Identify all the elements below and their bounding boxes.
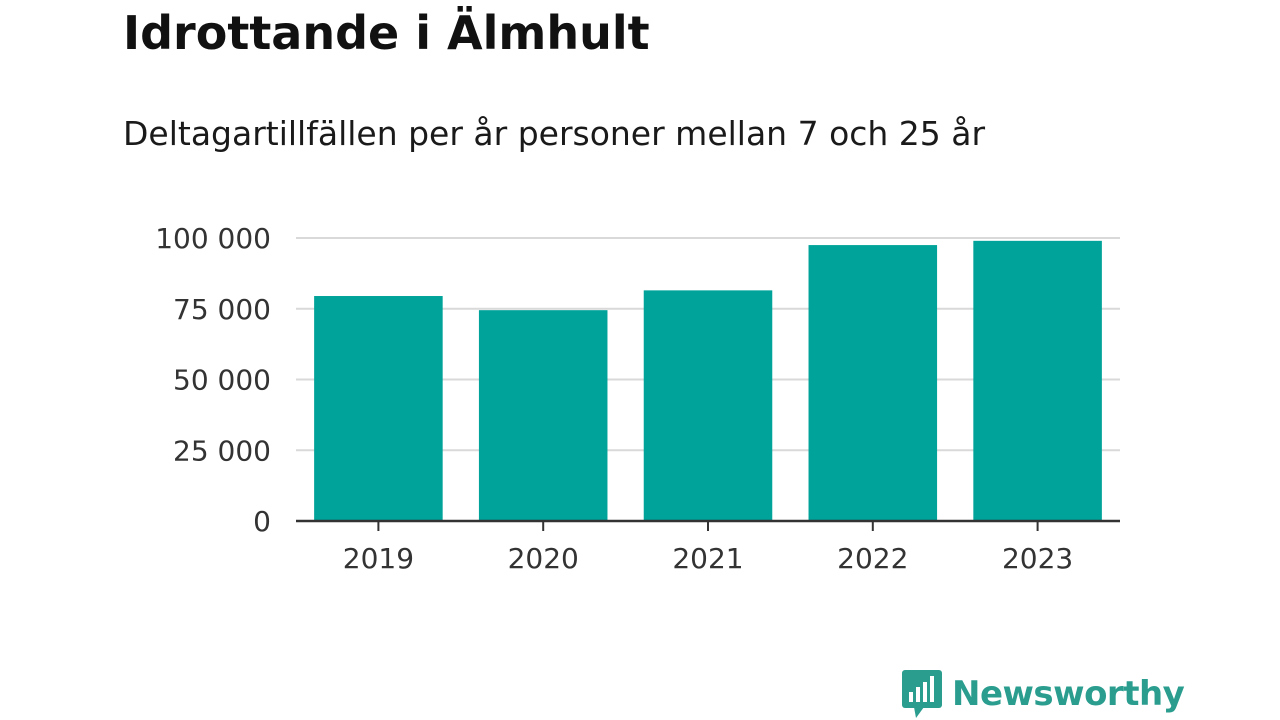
- chart-title: Idrottande i Älmhult: [123, 6, 650, 60]
- bar: [643, 290, 773, 521]
- x-tick-label: 2023: [1002, 542, 1073, 575]
- brand-logo: Newsworthy: [902, 670, 1185, 718]
- y-tick-label: 100 000: [155, 222, 271, 255]
- bar: [314, 296, 443, 521]
- x-tick-label: 2021: [672, 542, 743, 575]
- y-tick-label: 75 000: [173, 293, 271, 326]
- x-tick-label: 2019: [343, 542, 414, 575]
- bar: [808, 245, 938, 521]
- chart-subtitle: Deltagartillfällen per år personer mella…: [123, 114, 986, 153]
- y-tick-label: 25 000: [173, 434, 271, 467]
- x-tick-label: 2022: [837, 542, 908, 575]
- bar-chart-speech-bubble-icon: [902, 670, 942, 718]
- x-tick-label: 2020: [508, 542, 579, 575]
- y-tick-label: 50 000: [173, 364, 271, 397]
- y-tick-label: 0: [253, 505, 271, 538]
- brand-name: Newsworthy: [952, 674, 1185, 714]
- bar: [973, 240, 1102, 521]
- bar: [478, 310, 608, 521]
